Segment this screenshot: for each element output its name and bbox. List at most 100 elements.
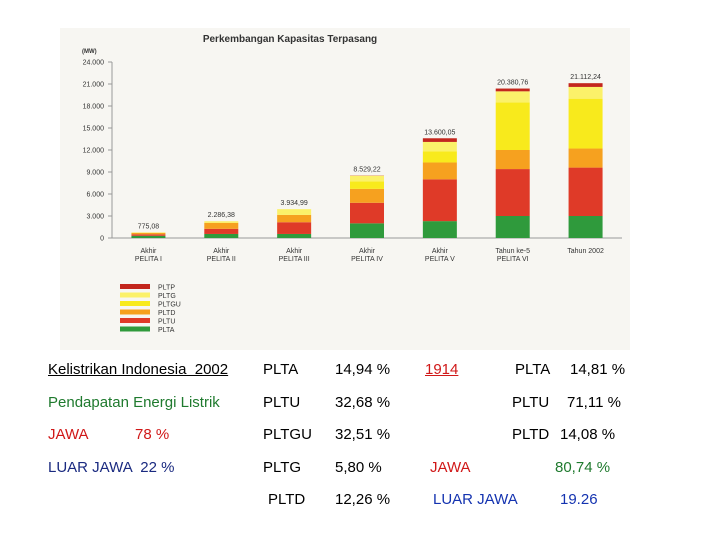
legend-label: PLTA [158,327,175,334]
note-text: PLTD [512,426,550,443]
note-text: PLTD [268,491,306,508]
legend-label: PLTU [158,319,175,326]
y-tick-label: 6.000 [86,192,104,199]
bar-segment [568,83,603,87]
bar-segment [422,138,457,142]
note-text: 32,68 % [335,394,391,411]
total-label: 20.380,76 [497,80,528,87]
note-text: JAWA [48,426,89,443]
note-text: 5,80 % [335,459,382,476]
bar-segment [495,91,530,103]
note-text: PLTA [515,361,551,378]
bar-segment [568,167,603,216]
note-text: Kelistrikan Indonesia 2002 [48,361,229,378]
x-tick-label: PELITA III [279,256,310,263]
note-text: 80,74 % [555,459,611,476]
bar-segment [422,151,457,163]
x-tick-label: Akhir [432,248,449,255]
x-tick-label: PELITA V [425,256,455,263]
note-text: LUAR JAWA 22 % [48,459,175,476]
total-label: 2.286,38 [208,212,235,219]
bar-segment [131,234,166,236]
legend-swatch [120,292,150,298]
bar-segment [422,141,457,152]
bar-segment [568,86,603,99]
note-text: 1914 [425,361,459,378]
x-tick-label: Akhir [359,248,376,255]
note-text: PLTU [263,394,301,411]
bar-segment [204,221,239,223]
x-tick-label: Akhir [213,248,230,255]
x-tick-label: Akhir [286,248,303,255]
note-text: 14,94 % [335,361,391,378]
x-tick-label: Tahun 2002 [567,248,604,255]
legend-label: PLTP [158,285,175,292]
note-text: 32,51 % [335,426,391,443]
note-text: PLTGU [263,426,312,443]
y-tick-label: 0 [100,236,104,243]
bar-segment [204,228,239,234]
bar-segment [350,188,384,203]
legend-label: PLTD [158,310,175,317]
bar-segment [204,222,239,229]
legend-label: PLTGU [158,302,181,309]
bar-segment [568,148,603,168]
bar-segment [131,232,166,233]
bar-segment [568,98,603,149]
legend-swatch [120,326,150,332]
bar-segment [350,223,384,238]
legend-label: PLTG [158,293,176,300]
bar-segment [131,232,166,235]
bar-segment [277,209,312,215]
bar-segment [350,181,384,189]
note-text: 71,11 % [567,394,621,411]
bar-segment [495,169,530,216]
bar-segment [350,202,384,224]
bar-segment [131,235,166,238]
legend-swatch [120,284,150,289]
legend-swatch [120,318,150,323]
y-tick-label: 3.000 [86,214,104,221]
note-text: LUAR JAWA [433,491,518,508]
bar-segment [350,175,384,182]
chart-title: Perkembangan Kapasitas Terpasang [203,34,377,45]
total-label: 3.934,99 [281,200,308,207]
total-label: 13.600,05 [424,129,455,136]
note-text: PLTA [263,361,299,378]
note-text: JAWA [430,459,471,476]
note-text: 14,08 % [560,426,616,443]
bar-segment [495,102,530,150]
bar-segment [422,179,457,222]
note-text: 78 % [135,426,170,443]
x-tick-label: PELITA II [207,256,236,263]
y-tick-label: 21.000 [83,82,105,89]
total-label: 775,08 [138,223,160,230]
bar-segment [277,233,312,238]
legend-swatch [120,309,150,315]
note-text: 12,26 % [335,491,391,508]
y-tick-label: 15.000 [83,126,105,133]
note-text: PLTU [512,394,550,411]
x-tick-label: PELITA IV [351,256,383,263]
note-text: 14,81 % [570,361,626,378]
y-tick-label: 18.000 [83,104,105,111]
bar-segment [568,216,603,238]
chart-background [60,28,630,350]
bar-segment [495,216,530,238]
note-text: Pendapatan Energi Listrik [48,394,220,411]
bar-segment [495,88,530,92]
note-text: 19.26 [560,491,598,508]
note-text: PLTG [263,459,302,476]
legend-swatch [120,301,150,306]
x-tick-label: Akhir [140,248,157,255]
bar-segment [277,222,312,234]
y-label: (MW) [82,49,97,55]
total-label: 21.112,24 [570,74,601,81]
x-tick-label: PELITA I [135,256,162,263]
total-label: 8.529,22 [353,166,380,173]
y-tick-label: 12.000 [83,148,105,155]
y-tick-label: 24.000 [83,60,105,67]
x-tick-label: PELITA VI [497,256,529,263]
bar-segment [422,221,457,238]
